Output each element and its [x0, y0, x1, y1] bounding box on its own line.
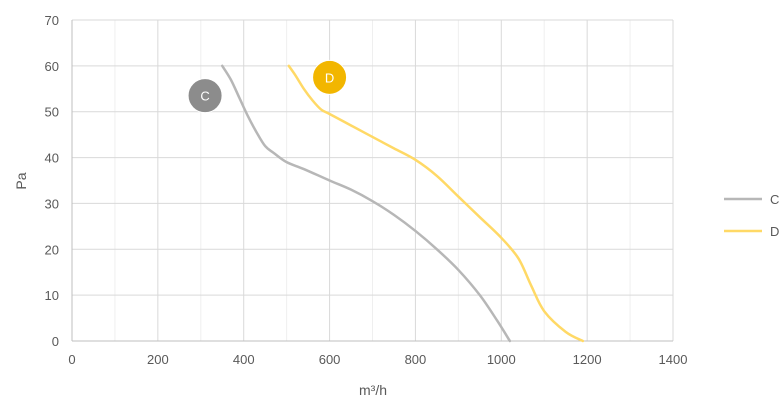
- series-line-c: [221, 64, 512, 343]
- x-tick-label: 0: [68, 352, 75, 367]
- legend-label-c: C: [770, 192, 779, 207]
- series-line-d: [287, 64, 585, 343]
- x-tick-label: 1400: [659, 352, 688, 367]
- y-tick-label: 60: [45, 59, 59, 74]
- x-tick-label: 600: [319, 352, 341, 367]
- y-tick-label: 20: [45, 242, 59, 257]
- y-tick-label: 40: [45, 151, 59, 166]
- x-tick-label: 1000: [487, 352, 516, 367]
- y-tick-label: 10: [45, 288, 59, 303]
- y-tick-label: 50: [45, 105, 59, 120]
- series-layer: [221, 64, 585, 343]
- legend-label-d: D: [770, 224, 779, 239]
- x-axis-title: m³/h: [359, 382, 387, 398]
- x-tick-label: 800: [405, 352, 427, 367]
- y-tick-label: 70: [45, 13, 59, 28]
- y-axis-title: Pa: [13, 172, 29, 189]
- x-tick-label: 400: [233, 352, 255, 367]
- marker-layer: CD: [187, 59, 348, 114]
- series-marker-d: [312, 59, 348, 95]
- y-tick-label: 30: [45, 196, 59, 211]
- x-tick-label: 1200: [573, 352, 602, 367]
- series-marker-label-c: C: [200, 89, 209, 104]
- series-marker-label-d: D: [325, 70, 334, 85]
- y-tick-label: 0: [52, 334, 59, 349]
- legend: CD: [724, 192, 779, 239]
- series-marker-c: [187, 78, 223, 114]
- x-tick-label: 200: [147, 352, 169, 367]
- grid-layer: [72, 19, 674, 341]
- axis-layer: 0 200 400 600 800 1000 1200 1400 0 10 20 30 40 50 60 70: [45, 13, 688, 367]
